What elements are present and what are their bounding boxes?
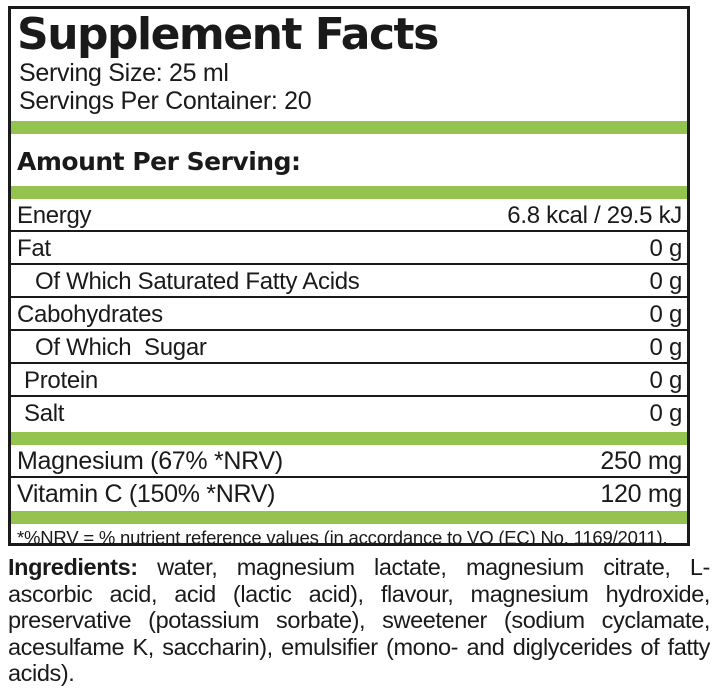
nutrient-name: Salt	[24, 400, 65, 427]
table-row-energy: Energy 6.8 kcal / 29.5 kJ	[11, 199, 687, 232]
table-row-protein: Protein 0 g	[11, 364, 687, 397]
ingredients-paragraph: Ingredients: water, magnesium lactate, m…	[8, 554, 710, 687]
green-divider-bar	[11, 511, 687, 524]
table-row-sugar: Of Which Sugar 0 g	[11, 331, 687, 364]
nutrient-value: 0 g	[649, 400, 683, 427]
nutrient-value: 0 g	[649, 367, 683, 394]
table-row-fat: Fat 0 g	[11, 232, 687, 265]
table-row-carbohydrates: Cabohydrates 0 g	[11, 298, 687, 331]
panel-title: Supplement Facts	[17, 9, 439, 60]
nutrient-value: 6.8 kcal / 29.5 kJ	[507, 202, 682, 229]
ingredients-text: water, magnesium lactate, magnesium citr…	[8, 554, 710, 686]
nutrient-value: 0 g	[649, 235, 683, 262]
nutrient-name: Of Which Sugar	[35, 334, 207, 361]
serving-size-line: Serving Size: 25 ml	[19, 59, 229, 87]
green-divider-bar	[11, 432, 687, 445]
nutrient-name: Fat	[17, 235, 51, 262]
mineral-name: Magnesium (67% *NRV)	[17, 447, 283, 475]
nrv-footnote: *%NRV = % nutrient reference values (in …	[17, 527, 668, 546]
mineral-value: 250 mg	[600, 447, 682, 475]
nutrient-name: Cabohydrates	[17, 301, 163, 328]
nutrient-name: Of Which Saturated Fatty Acids	[35, 268, 360, 295]
nutrient-table: Energy 6.8 kcal / 29.5 kJ Fat 0 g Of Whi…	[11, 199, 687, 428]
nutrient-value: 0 g	[649, 301, 683, 328]
ingredients-label: Ingredients:	[8, 554, 138, 580]
table-row-saturated-fatty-acids: Of Which Saturated Fatty Acids 0 g	[11, 265, 687, 298]
nutrient-value: 0 g	[649, 268, 683, 295]
table-row-salt: Salt 0 g	[11, 397, 687, 428]
table-row-magnesium: Magnesium (67% *NRV) 250 mg	[11, 445, 687, 478]
table-row-vitamin-c: Vitamin C (150% *NRV) 120 mg	[11, 478, 687, 509]
green-divider-bar	[11, 121, 687, 134]
servings-per-container-line: Servings Per Container: 20	[19, 87, 312, 115]
nutrient-value: 0 g	[649, 334, 683, 361]
amount-per-serving-heading: Amount Per Serving:	[17, 147, 301, 176]
green-divider-bar	[11, 186, 687, 199]
mineral-value: 120 mg	[600, 480, 682, 508]
nutrient-name: Protein	[24, 367, 98, 394]
mineral-name: Vitamin C (150% *NRV)	[17, 480, 276, 508]
supplement-facts-panel: Supplement Facts Serving Size: 25 ml Ser…	[8, 6, 690, 546]
mineral-table: Magnesium (67% *NRV) 250 mg Vitamin C (1…	[11, 445, 687, 509]
nutrient-name: Energy	[17, 202, 92, 229]
